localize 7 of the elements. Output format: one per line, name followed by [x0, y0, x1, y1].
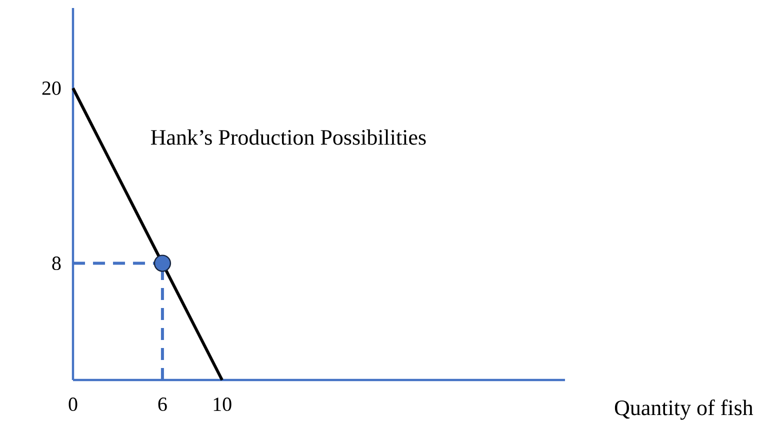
- y-tick-label: 8: [52, 256, 61, 270]
- x-tick-label: 0: [68, 398, 78, 412]
- x-tick-label: 6: [158, 398, 167, 411]
- annotation: Hank’s Production Possibilities: [150, 129, 426, 145]
- x-tick-label: 10: [214, 398, 232, 412]
- x-axis-title: Quantity of fish: [614, 400, 754, 420]
- y-tick-label: 20: [42, 81, 61, 95]
